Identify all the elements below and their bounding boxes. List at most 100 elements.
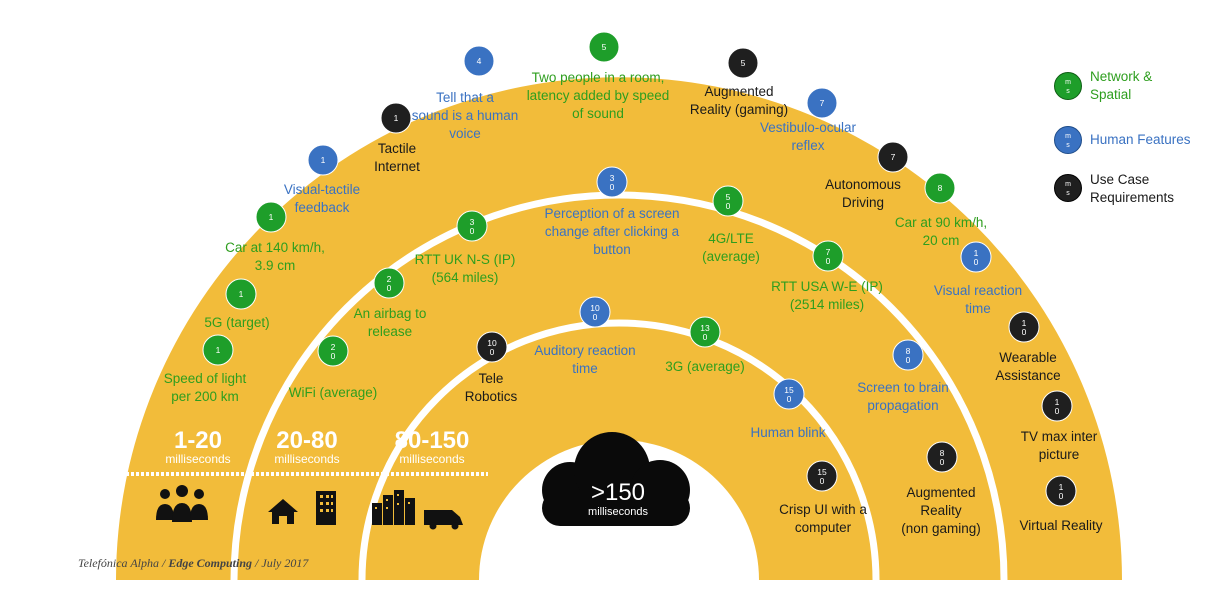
latency-item-two-people: 5 Two people in a room, latency added by s…	[527, 31, 670, 121]
latency-label: Vestibulo-ocular reflex	[760, 120, 857, 153]
latency-badge-network	[812, 240, 844, 272]
latency-badge-human	[806, 87, 838, 119]
latency-item-human-voice: 4 Tell that a sound is a human voice	[412, 45, 519, 141]
latency-badge-usecase	[926, 441, 958, 473]
latency-label: 5G (target)	[204, 315, 269, 330]
latency-label: Car at 90 km/h, 20 cm	[895, 215, 987, 248]
latency-item-car-140: 1 Car at 140 km/h, 3.9 cm	[225, 201, 325, 273]
latency-badge-usecase	[380, 102, 412, 134]
latency-label: RTT UK N-S (IP) (564 miles)	[415, 252, 516, 285]
latency-label: Tactile Internet	[374, 141, 420, 174]
latency-item-wearable: 1 0 Wearable Assistance	[995, 311, 1061, 383]
latency-item-ar-gaming: 5 Augmented Reality (gaming)	[690, 47, 788, 117]
latency-item-human-blink: 15 0 Human blink	[750, 378, 826, 440]
latency-label: Tele Robotics	[465, 371, 518, 404]
van-icon	[424, 510, 463, 530]
latency-item-car-90: 8 Car at 90 km/h, 20 cm	[895, 172, 987, 248]
latency-label: 3G (average)	[665, 359, 745, 374]
latency-value: 5	[741, 58, 746, 68]
center-value: >150	[591, 479, 645, 506]
latency-badge-network	[317, 335, 349, 367]
latency-label: An airbag to release	[354, 306, 427, 339]
latency-value: 1	[394, 113, 399, 123]
city-icon	[372, 490, 415, 525]
latency-item-tv-max: 1 0 TV max inter picture	[1021, 390, 1098, 462]
band-unit: milliseconds	[165, 452, 230, 466]
latency-value: 7	[820, 98, 825, 108]
footer-separator: /	[255, 556, 259, 570]
latency-label: WiFi (average)	[289, 385, 378, 400]
latency-item-crisp-ui: 15 0 Crisp UI with a computer	[779, 460, 867, 535]
latency-value: 5	[602, 42, 607, 52]
latency-value: 7	[891, 152, 896, 162]
latency-item-4g: 5 0 4G/LTE (average)	[702, 185, 760, 264]
latency-item-visual-reaction: 1 0 Visual reaction time	[934, 241, 1022, 316]
latency-label: Virtual Reality	[1019, 518, 1102, 533]
latency-item-tactile-internet: 1 Tactile Internet	[374, 102, 420, 174]
latency-badge-human	[596, 166, 628, 198]
latency-badge-network	[373, 267, 405, 299]
latency-label: 4G/LTE (average)	[702, 231, 760, 264]
latency-badge-network	[924, 172, 956, 204]
band-range: 20-80	[276, 427, 337, 454]
latency-item-wifi: 2 0 WiFi (average)	[289, 335, 378, 400]
latency-badge-network	[588, 31, 620, 63]
latency-item-ar-nongaming: 8 0 Augmented Reality (non gaming)	[901, 441, 981, 536]
latency-item-rtt-uk: 3 0 RTT UK N-S (IP) (564 miles)	[415, 210, 516, 285]
latency-label: Crisp UI with a computer	[779, 502, 867, 535]
latency-value: 10 0	[487, 338, 497, 357]
band-label-80-150: 80-150 milliseconds	[395, 427, 470, 466]
latency-value: 1	[216, 345, 221, 355]
latency-badge-usecase	[476, 331, 508, 363]
latency-badge-usecase	[1041, 390, 1073, 422]
latency-item-telerobotics: 10 0 Tele Robotics	[465, 331, 518, 404]
band-label-1-20: 1-20 milliseconds	[165, 427, 230, 466]
legend-label: Use Case Requirements	[1090, 172, 1175, 205]
latency-label: Perception of a screen change after click…	[544, 206, 679, 257]
latency-label: Tell that a sound is a human voice	[412, 90, 519, 141]
footer-company: Telefónica Alpha	[78, 556, 159, 570]
footer-credit: Telefónica Alpha / Edge Computing / July…	[78, 556, 308, 571]
latency-label: Two people in a room, latency added by sp…	[527, 70, 670, 121]
home-icon	[268, 499, 298, 524]
latency-badge-network	[255, 201, 287, 233]
latency-value: 1	[269, 212, 274, 222]
latency-items: 1 Speed of light per 200 km 1 5G (target) 1 Ca…	[164, 31, 1103, 536]
latency-label: Visual-tactile feedback	[284, 182, 360, 215]
latency-badge-usecase	[1008, 311, 1040, 343]
latency-label: Car at 140 km/h, 3.9 cm	[225, 240, 325, 273]
latency-badge-human	[579, 296, 611, 328]
latency-item-5g-target: 1 5G (target)	[204, 278, 270, 330]
arc-divider-2	[358, 319, 880, 581]
center-unit: milliseconds	[588, 506, 648, 518]
latency-item-rtt-usa: 7 0 RTT USA W-E (IP) (2514 miles)	[771, 240, 883, 312]
latency-badge-usecase	[806, 460, 838, 492]
cloud-icon	[542, 432, 690, 526]
latency-item-screen-change: 3 0 Perception of a screen change after cli…	[544, 166, 680, 257]
latency-value: 15 0	[817, 467, 827, 486]
legend-label: Human Features	[1090, 132, 1191, 147]
latency-label: Speed of light per 200 km	[164, 371, 247, 404]
people-icon	[156, 485, 208, 522]
latency-badge-usecase	[1045, 475, 1077, 507]
band-range: 1-20	[174, 427, 222, 454]
latency-badge-network	[689, 316, 721, 348]
latency-label: Visual reaction time	[934, 283, 1022, 316]
footer-separator: /	[162, 556, 166, 570]
latency-badge-human	[773, 378, 805, 410]
